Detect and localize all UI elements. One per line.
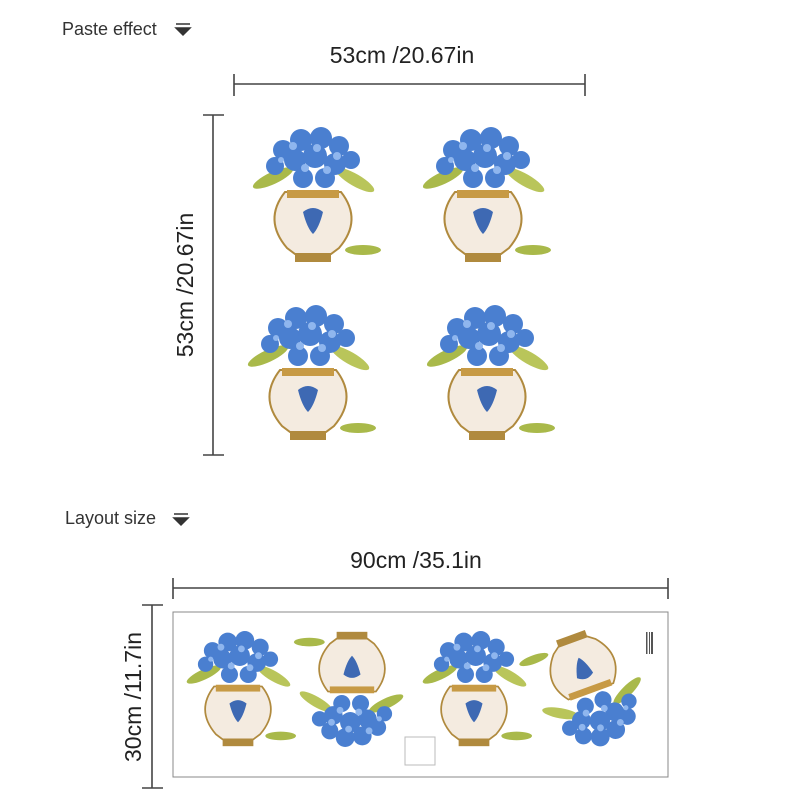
height-dimension-line bbox=[142, 604, 163, 789]
dropdown-icon bbox=[172, 513, 190, 527]
height-label: 53cm /20.67in bbox=[172, 213, 198, 357]
vase-decal bbox=[419, 126, 552, 263]
width-dimension-line bbox=[233, 74, 586, 96]
height-label: 30cm /11.7in bbox=[120, 632, 146, 762]
barcode bbox=[646, 632, 653, 654]
width-label: 90cm /35.1in bbox=[350, 547, 482, 573]
vase-decal bbox=[423, 304, 556, 441]
vase-decal bbox=[249, 126, 382, 263]
vase-decal bbox=[244, 304, 377, 441]
width-dimension-line bbox=[172, 578, 669, 599]
section-title: Paste effect bbox=[62, 19, 157, 39]
section-title: Layout size bbox=[65, 508, 156, 528]
mini-preview bbox=[404, 736, 436, 766]
height-dimension-line bbox=[203, 114, 224, 456]
dropdown-icon bbox=[174, 23, 192, 37]
width-label: 53cm /20.67in bbox=[330, 42, 474, 68]
